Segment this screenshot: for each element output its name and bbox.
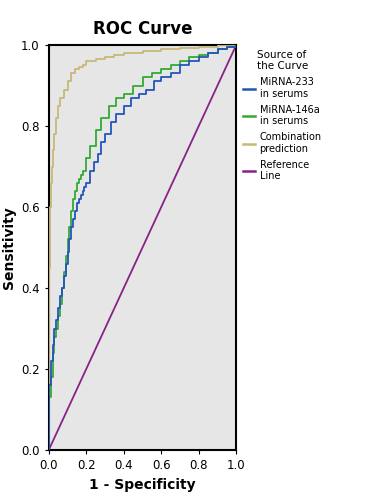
Y-axis label: Sensitivity: Sensitivity xyxy=(2,206,15,289)
Legend: MiRNA-233
in serums, MiRNA-146a
in serums, Combination
prediction, Reference
Lin: MiRNA-233 in serums, MiRNA-146a in serum… xyxy=(243,50,322,181)
X-axis label: 1 - Specificity: 1 - Specificity xyxy=(89,478,196,492)
Title: ROC Curve: ROC Curve xyxy=(93,20,192,38)
